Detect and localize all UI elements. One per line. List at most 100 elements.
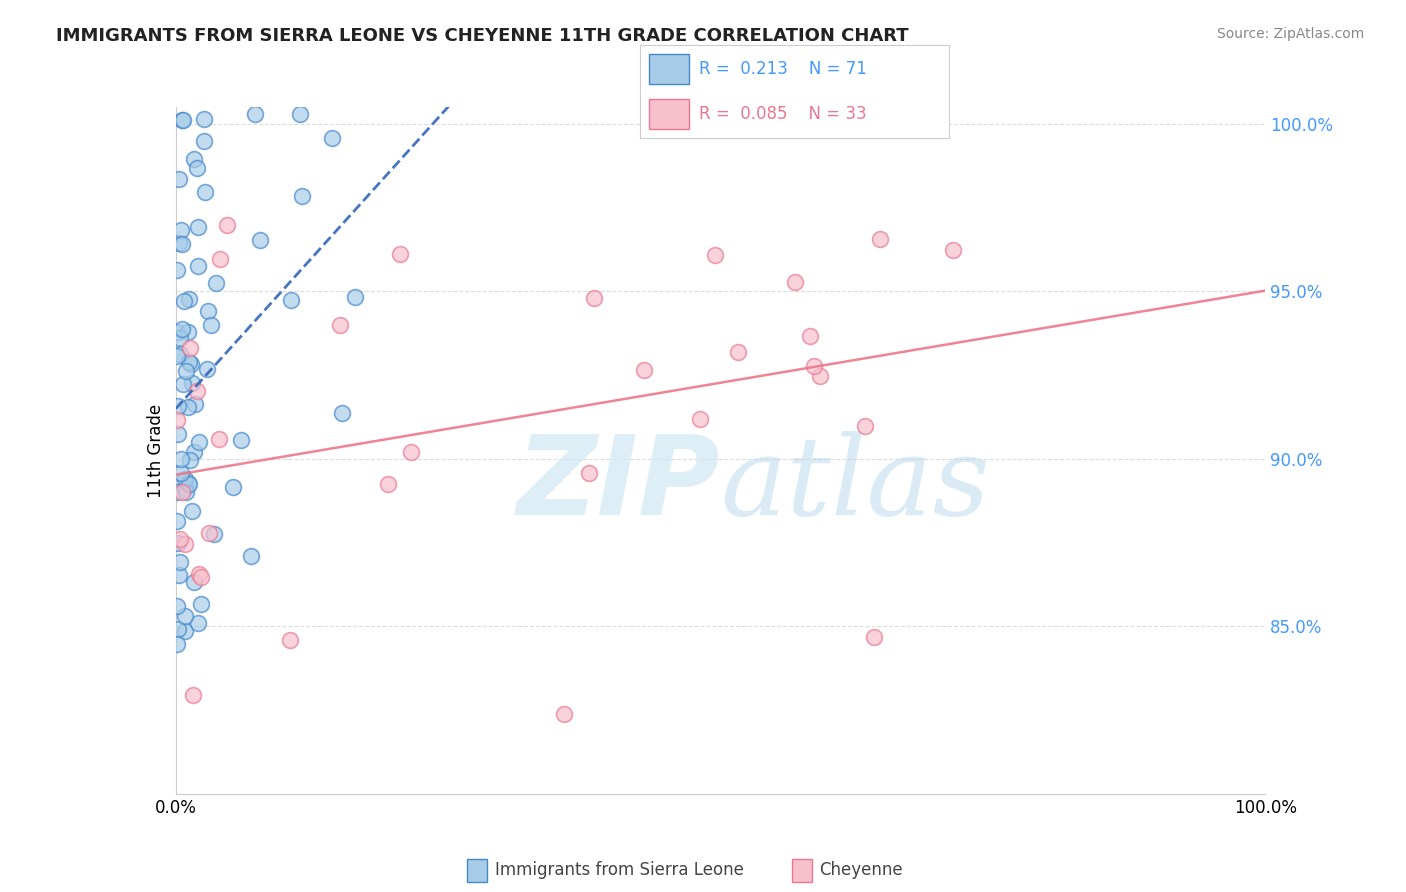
Point bbox=[172, 377, 194, 392]
Point bbox=[177, 476, 200, 491]
Point bbox=[329, 318, 352, 332]
Point bbox=[186, 384, 208, 399]
Point bbox=[177, 477, 200, 491]
Point bbox=[174, 609, 197, 624]
Point bbox=[280, 293, 302, 307]
Point bbox=[187, 566, 209, 581]
Point bbox=[174, 537, 197, 551]
Point bbox=[803, 359, 825, 374]
Point bbox=[167, 399, 190, 413]
Point bbox=[166, 485, 188, 500]
Point bbox=[177, 400, 200, 414]
Point bbox=[853, 419, 876, 434]
Point bbox=[181, 688, 204, 702]
Text: Source: ZipAtlas.com: Source: ZipAtlas.com bbox=[1216, 27, 1364, 41]
Point bbox=[343, 290, 366, 304]
Point bbox=[169, 533, 191, 547]
Point bbox=[187, 259, 209, 273]
Point bbox=[174, 364, 197, 378]
Point bbox=[190, 570, 212, 584]
Point bbox=[187, 435, 209, 450]
Point bbox=[633, 363, 655, 377]
Point bbox=[209, 252, 232, 266]
Point bbox=[170, 223, 193, 237]
Point bbox=[863, 630, 886, 644]
Point bbox=[377, 476, 399, 491]
Text: ZIP: ZIP bbox=[517, 432, 721, 538]
Point bbox=[582, 291, 605, 305]
Point bbox=[179, 453, 201, 467]
Point bbox=[202, 526, 225, 541]
Point bbox=[169, 331, 191, 345]
Point bbox=[808, 369, 831, 384]
Point bbox=[330, 406, 353, 420]
Point bbox=[183, 575, 205, 590]
Bar bbox=[650, 54, 689, 84]
Point bbox=[195, 361, 218, 376]
Y-axis label: 11th Grade: 11th Grade bbox=[148, 403, 166, 498]
Point bbox=[942, 243, 965, 257]
Point bbox=[727, 345, 749, 359]
Point bbox=[173, 294, 195, 309]
Point bbox=[205, 277, 228, 291]
Point bbox=[174, 472, 197, 486]
Point bbox=[193, 134, 215, 148]
Point bbox=[184, 397, 207, 411]
Point bbox=[321, 130, 343, 145]
Point bbox=[231, 434, 253, 448]
Point bbox=[166, 349, 188, 363]
Point bbox=[179, 355, 201, 369]
Point bbox=[186, 161, 208, 175]
Point bbox=[172, 237, 194, 252]
Point bbox=[167, 236, 190, 251]
Point bbox=[869, 231, 891, 245]
Text: Cheyenne: Cheyenne bbox=[820, 861, 903, 879]
Point bbox=[181, 376, 204, 390]
Point bbox=[183, 152, 205, 166]
Point bbox=[208, 432, 231, 446]
Point bbox=[167, 568, 190, 582]
Bar bbox=[650, 99, 689, 129]
Point bbox=[249, 233, 271, 247]
Point bbox=[170, 113, 193, 128]
Text: Immigrants from Sierra Leone: Immigrants from Sierra Leone bbox=[495, 861, 744, 879]
Bar bbox=[793, 859, 811, 882]
Bar bbox=[467, 859, 486, 882]
Point bbox=[172, 112, 194, 127]
Point bbox=[689, 411, 711, 425]
Point bbox=[553, 706, 575, 721]
Point bbox=[169, 347, 191, 361]
Point bbox=[291, 189, 314, 203]
Point bbox=[166, 325, 188, 339]
Point bbox=[177, 326, 200, 340]
Text: R =  0.213    N = 71: R = 0.213 N = 71 bbox=[699, 60, 866, 78]
Point bbox=[166, 263, 188, 277]
Point bbox=[215, 218, 238, 232]
Point bbox=[166, 413, 188, 427]
Point bbox=[173, 624, 195, 638]
Text: R =  0.085    N = 33: R = 0.085 N = 33 bbox=[699, 105, 866, 123]
Point bbox=[166, 637, 188, 651]
Point bbox=[170, 451, 193, 466]
Point bbox=[167, 171, 190, 186]
Point bbox=[167, 536, 190, 550]
Point bbox=[200, 318, 222, 332]
Point bbox=[167, 426, 190, 441]
Point bbox=[401, 445, 423, 459]
Text: atlas: atlas bbox=[721, 431, 990, 539]
Point bbox=[187, 615, 209, 630]
Point bbox=[180, 357, 202, 371]
Point bbox=[169, 555, 191, 569]
Point bbox=[239, 549, 262, 563]
Point bbox=[193, 185, 215, 199]
Point bbox=[183, 444, 205, 458]
Text: IMMIGRANTS FROM SIERRA LEONE VS CHEYENNE 11TH GRADE CORRELATION CHART: IMMIGRANTS FROM SIERRA LEONE VS CHEYENNE… bbox=[56, 27, 908, 45]
Point bbox=[179, 342, 201, 356]
Point bbox=[181, 504, 204, 518]
Point bbox=[290, 107, 312, 121]
Point bbox=[280, 632, 302, 647]
Point bbox=[170, 466, 193, 480]
Point bbox=[174, 482, 197, 496]
Point bbox=[198, 525, 221, 540]
Point bbox=[174, 484, 197, 499]
